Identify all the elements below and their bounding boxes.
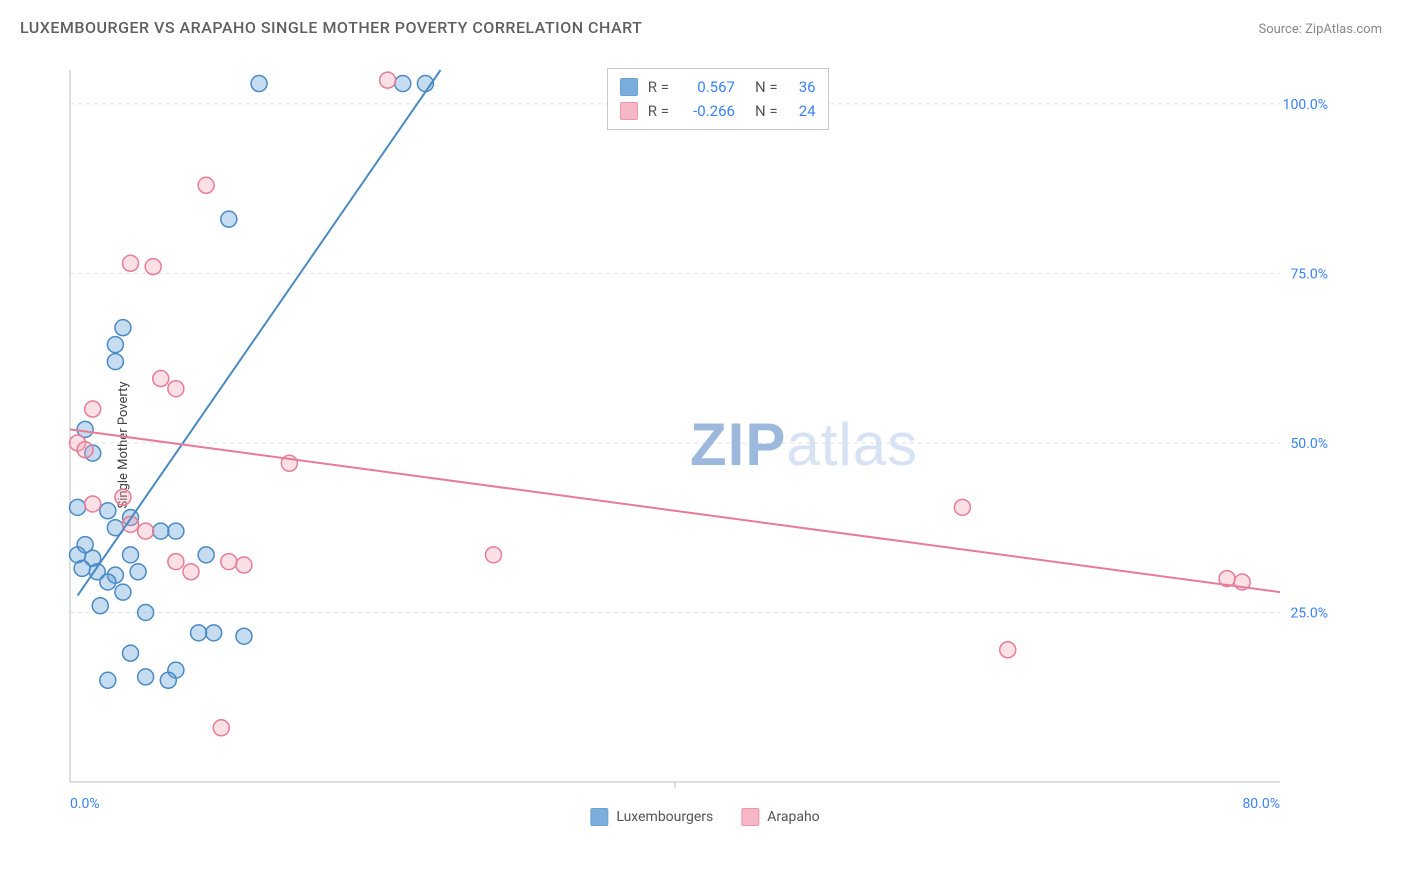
chart-container: LUXEMBOURGER VS ARAPAHO SINGLE MOTHER PO… bbox=[0, 0, 1406, 892]
legend-swatch bbox=[620, 102, 638, 120]
legend-correlation-row: R = -0.266 N = 24 bbox=[620, 99, 816, 123]
legend-label-ara: Arapaho bbox=[767, 809, 819, 825]
svg-text:0.0%: 0.0% bbox=[70, 796, 100, 812]
legend-label-lux: Luxembourgers bbox=[616, 809, 713, 825]
legend-item-lux: Luxembourgers bbox=[590, 808, 713, 826]
source-attribution: Source: ZipAtlas.com bbox=[1258, 22, 1382, 37]
scatter-chart-svg: 25.0% 50.0% 75.0% 100.0% 0.0% 80.0% bbox=[50, 60, 1360, 830]
correlation-legend: R = 0.567 N = 36 R = -0.266 N = 24 bbox=[607, 68, 829, 130]
r-label: R = bbox=[648, 99, 669, 123]
svg-text:50.0%: 50.0% bbox=[1290, 436, 1328, 452]
svg-text:100.0%: 100.0% bbox=[1283, 97, 1328, 113]
legend-swatch-lux bbox=[590, 808, 608, 826]
n-value: 24 bbox=[788, 99, 816, 123]
plot-area: Single Mother Poverty 25.0%50.0%75.0%100… bbox=[50, 60, 1360, 830]
series-legend: Luxembourgers Arapaho bbox=[590, 808, 819, 826]
n-label: N = bbox=[755, 99, 778, 123]
legend-item-ara: Arapaho bbox=[741, 808, 819, 826]
svg-text:80.0%: 80.0% bbox=[1242, 796, 1280, 812]
n-value: 36 bbox=[788, 75, 816, 99]
r-value: -0.266 bbox=[679, 99, 735, 123]
legend-correlation-row: R = 0.567 N = 36 bbox=[620, 75, 816, 99]
chart-title: LUXEMBOURGER VS ARAPAHO SINGLE MOTHER PO… bbox=[20, 18, 642, 37]
n-label: N = bbox=[755, 75, 778, 99]
svg-text:75.0%: 75.0% bbox=[1290, 266, 1328, 282]
legend-swatch-ara bbox=[741, 808, 759, 826]
svg-text:25.0%: 25.0% bbox=[1290, 605, 1328, 621]
r-label: R = bbox=[648, 75, 669, 99]
legend-swatch bbox=[620, 78, 638, 96]
r-value: 0.567 bbox=[679, 75, 735, 99]
